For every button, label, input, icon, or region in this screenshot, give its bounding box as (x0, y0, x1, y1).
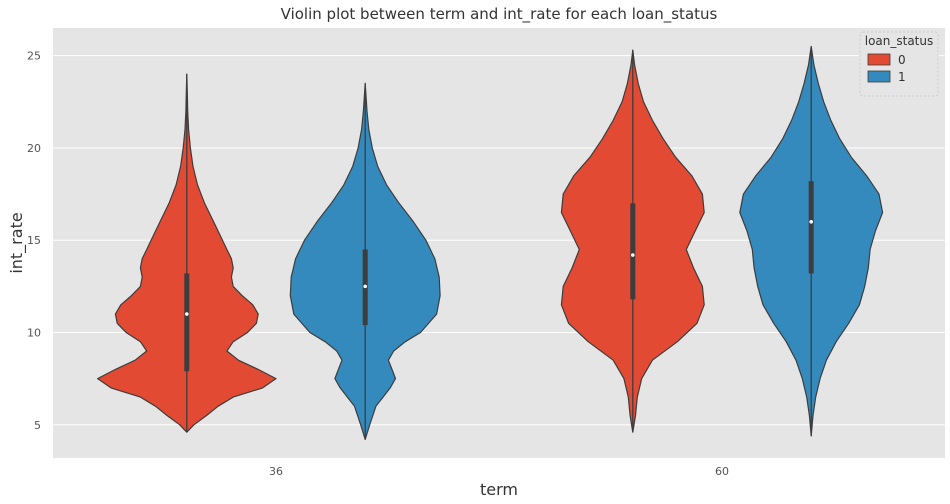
y-axis-title: int_rate (7, 212, 27, 273)
legend-label: 0 (898, 53, 906, 67)
x-axis-title: term (480, 480, 518, 499)
violin-iqr-box (808, 181, 814, 274)
violin-iqr-box (630, 203, 636, 300)
y-tick-label: 15 (27, 234, 41, 247)
y-tick-label: 25 (27, 50, 41, 63)
legend-title: loan_status (865, 34, 934, 48)
violin-iqr-box (184, 273, 190, 372)
legend-label: 1 (898, 70, 906, 84)
x-tick-label: 36 (269, 465, 283, 478)
violin-median (631, 253, 635, 257)
y-tick-label: 10 (27, 327, 41, 340)
x-tick-label: 60 (715, 465, 729, 478)
y-tick-label: 20 (27, 142, 41, 155)
legend-swatch (867, 70, 891, 83)
legend: loan_status 0 1 (859, 31, 939, 97)
legend-swatch (867, 53, 891, 66)
y-tick-labels: 5 10 15 20 25 (27, 50, 41, 432)
y-tick-label: 5 (34, 419, 41, 432)
chart-title: Violin plot between term and int_rate fo… (281, 5, 718, 24)
violin-median (185, 312, 189, 316)
x-tick-labels: 36 60 (269, 465, 729, 478)
violins (97, 45, 884, 441)
violin-median (363, 284, 368, 289)
violin-median (809, 219, 813, 224)
